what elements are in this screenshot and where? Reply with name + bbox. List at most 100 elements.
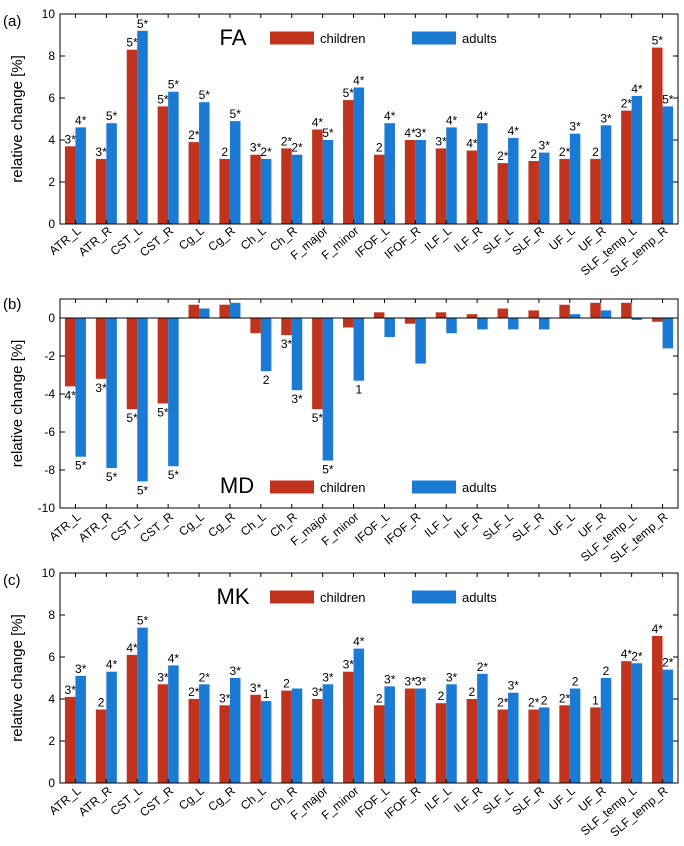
- x-tick-label: Cg_L: [176, 509, 207, 538]
- data-label: 2*: [621, 97, 633, 111]
- y-axis-label: relative change [%]: [9, 340, 26, 468]
- legend-label-adults: adults: [462, 590, 497, 605]
- legend-swatch-children: [270, 480, 314, 494]
- bar-adults-ATR_R: [106, 123, 117, 224]
- data-label: 3*: [404, 675, 416, 689]
- bar-children-Cg_R: [219, 158, 230, 224]
- data-label: 2: [376, 691, 383, 705]
- data-label: 2: [541, 693, 548, 707]
- data-label: 2: [263, 373, 270, 387]
- data-label: 3*: [508, 679, 520, 693]
- bar-children-CST_R: [157, 106, 169, 224]
- bar-adults-SLF_L: [508, 137, 519, 224]
- data-label: 5*: [343, 86, 355, 100]
- bar-adults-IFOF_L: [384, 123, 395, 224]
- panel-label: (b): [3, 296, 21, 313]
- data-label: 5*: [106, 470, 118, 484]
- y-tick-label: -4: [44, 387, 55, 401]
- data-label: 4*: [168, 651, 180, 665]
- bar-adults-F_major: [322, 140, 334, 224]
- data-label: 3*: [250, 141, 262, 155]
- bar-adults-SLF_R: [538, 318, 550, 330]
- x-tick-label: SLF_L: [480, 509, 516, 543]
- bar-adults-CST_R: [168, 665, 179, 783]
- bar-children-SLF_temp_L: [621, 110, 632, 224]
- y-tick-label: 6: [48, 91, 55, 105]
- data-label: 5*: [322, 463, 334, 477]
- legend-swatch-adults: [412, 590, 456, 604]
- bar-children-IFOF_L: [373, 705, 385, 783]
- data-label: 5*: [157, 406, 169, 420]
- bar-children-IFOF_R: [404, 140, 416, 224]
- bar-children-F_major: [312, 699, 323, 783]
- y-tick-label: 0: [48, 776, 55, 790]
- x-tick-label: ILF_L: [422, 509, 455, 540]
- legend-label-adults: adults: [462, 31, 497, 46]
- bar-adults-Ch_L: [260, 701, 272, 783]
- data-label: 4*: [404, 126, 416, 140]
- x-tick-label: Cg_R: [205, 509, 238, 540]
- x-tick-label: UF_L: [546, 509, 578, 539]
- y-tick-label: 4: [48, 133, 55, 147]
- bar-children-SLF_L: [497, 308, 509, 318]
- bar-children-UF_L: [559, 158, 570, 224]
- data-label: 4*: [446, 113, 458, 127]
- bar-children-ILF_R: [466, 150, 478, 224]
- bar-children-SLF_L: [497, 163, 509, 224]
- bar-children-SLF_R: [528, 709, 539, 783]
- chart-title: MK: [217, 584, 250, 609]
- legend-label-children: children: [320, 590, 366, 605]
- bar-children-UF_R: [590, 158, 601, 224]
- x-tick-label: SLF_R: [509, 509, 547, 544]
- bar-children-SLF_L: [497, 709, 509, 783]
- data-label: 2*: [199, 670, 211, 684]
- data-label: 2*: [260, 145, 272, 159]
- bar-adults-SLF_temp_R: [662, 106, 674, 224]
- bar-children-Cg_R: [219, 705, 230, 783]
- data-label: 2*: [497, 149, 509, 163]
- bar-children-SLF_R: [528, 310, 539, 318]
- bar-children-IFOF_R: [404, 688, 416, 783]
- bar-adults-F_minor: [353, 318, 365, 381]
- x-tick-label: CST_R: [137, 223, 176, 259]
- bar-adults-Cg_L: [199, 308, 210, 318]
- data-label: 3*: [157, 670, 169, 684]
- data-label: 5*: [137, 614, 149, 628]
- bar-adults-Cg_R: [229, 678, 241, 783]
- y-tick-label: 2: [48, 734, 55, 748]
- data-label: 5*: [168, 468, 180, 482]
- x-tick-label: ILF_R: [451, 223, 485, 255]
- data-label: 2*: [291, 141, 303, 155]
- x-tick-label: ILF_R: [451, 783, 485, 815]
- data-label: 4*: [312, 116, 324, 130]
- bar-adults-ILF_L: [446, 318, 457, 334]
- bar-children-UF_R: [590, 707, 601, 783]
- data-label: 2: [221, 145, 228, 159]
- x-tick-label: ILF_L: [422, 223, 455, 254]
- bar-adults-ATR_L: [75, 675, 86, 783]
- data-label: 3*: [539, 139, 551, 153]
- bar-children-ILF_L: [435, 148, 447, 224]
- y-tick-label: 8: [48, 608, 55, 622]
- data-label: 5*: [137, 483, 149, 497]
- x-tick-label: Cg_R: [205, 783, 238, 814]
- bar-adults-Ch_R: [291, 318, 303, 391]
- data-label: 2*: [662, 656, 674, 670]
- data-label: 5*: [126, 411, 138, 425]
- data-label: 3*: [322, 670, 334, 684]
- bar-adults-UF_L: [569, 314, 581, 318]
- data-label: 5*: [106, 109, 118, 123]
- bar-children-F_minor: [343, 671, 354, 783]
- data-label: 2*: [559, 145, 571, 159]
- x-tick-label: UF_L: [546, 783, 578, 813]
- data-label: 3*: [600, 111, 612, 125]
- data-label: 1: [263, 687, 270, 701]
- bar-children-ATR_R: [95, 709, 107, 783]
- y-axis-label: relative change [%]: [9, 55, 26, 183]
- data-label: 2: [98, 696, 105, 710]
- x-tick-label: CST_R: [137, 783, 176, 819]
- x-tick-label: Cg_L: [176, 783, 207, 812]
- data-label: 2*: [631, 649, 643, 663]
